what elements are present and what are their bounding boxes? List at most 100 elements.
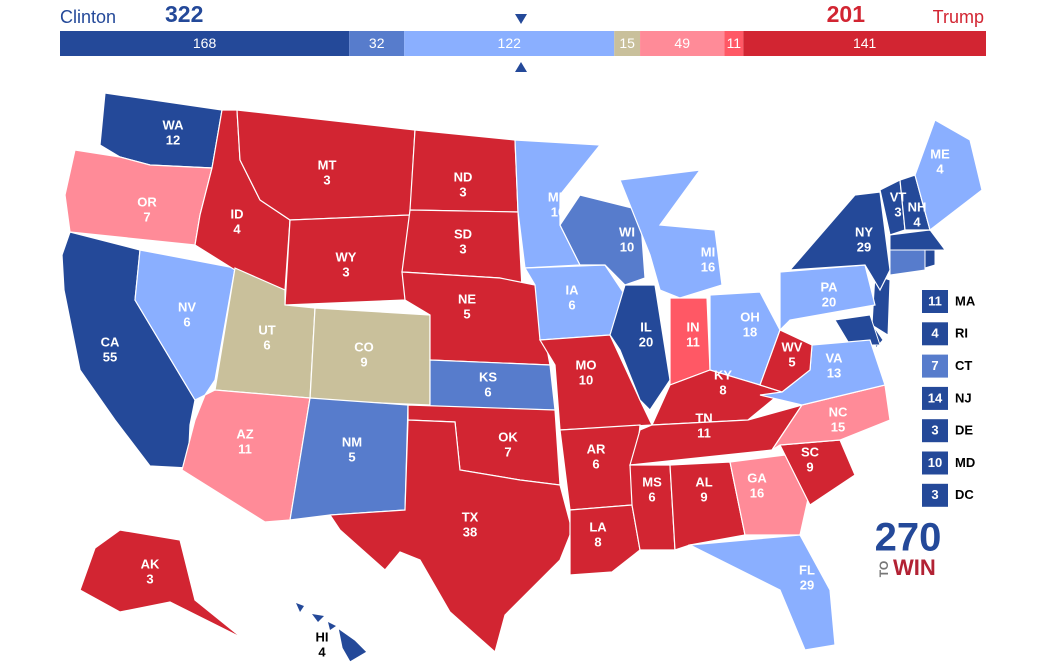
- right-total: 201: [827, 1, 866, 27]
- state-abbr: GA: [747, 470, 767, 485]
- small-state-list: 11 MA 4 RI 7 CT 14 NJ 3 DE 10 MD 3 DC: [922, 290, 976, 507]
- state-ev: 7: [143, 209, 150, 224]
- state-abbr: SC: [801, 444, 820, 459]
- state-ev: 6: [568, 297, 575, 312]
- state-ev: 9: [700, 489, 707, 504]
- state-abbr: NC: [829, 404, 848, 419]
- state-abbr: KS: [479, 369, 497, 384]
- state-abbr: MS: [642, 474, 662, 489]
- state-abbr: OK: [498, 429, 518, 444]
- state-abbr: SD: [454, 226, 472, 241]
- state-ev: 20: [822, 294, 836, 309]
- ev-segment-label: 15: [619, 35, 635, 51]
- state-ev: 8: [594, 534, 601, 549]
- state-abbr: VT: [890, 189, 907, 204]
- island-shape: [296, 603, 304, 612]
- state-shape: [889, 249, 926, 276]
- small-state-ev: 11: [928, 293, 942, 308]
- state-ev: 11: [238, 441, 252, 456]
- state-ev: 18: [743, 324, 757, 339]
- state-shape: [914, 119, 983, 232]
- state-ev: 6: [484, 384, 491, 399]
- state-ev: 3: [459, 184, 466, 199]
- state-ev: 38: [463, 524, 477, 539]
- state-ev: 13: [827, 365, 841, 380]
- state-ev: 6: [263, 337, 270, 352]
- state-abbr: IN: [687, 319, 700, 334]
- state-abbr: MO: [576, 357, 597, 372]
- state-shape: [924, 249, 936, 269]
- state-ev: 6: [592, 456, 599, 471]
- ev-segment-label: 49: [674, 35, 690, 51]
- state-abbr: KY: [714, 367, 732, 382]
- state-abbr: WV: [782, 339, 803, 354]
- state-ev: 10: [579, 372, 593, 387]
- state-ev: 3: [342, 264, 349, 279]
- small-state-ev: 10: [928, 455, 942, 470]
- state-ev: 10: [551, 204, 565, 219]
- ev-segment: [614, 31, 641, 56]
- midpoint-marker: [515, 62, 527, 72]
- ev-bar: 168 32 122 15 49 11 141: [60, 31, 986, 56]
- state-shape: [309, 307, 431, 406]
- state-abbr: IL: [640, 319, 652, 334]
- ev-segment: [404, 31, 615, 56]
- small-state-box: [922, 386, 948, 410]
- small-state-abbr: MA: [955, 293, 976, 308]
- left-candidate: Clinton: [60, 7, 116, 27]
- small-state-box: [922, 419, 948, 443]
- state-shape: [669, 461, 746, 551]
- ev-segment-label: 11: [727, 35, 742, 51]
- ev-segment-label: 168: [193, 35, 217, 51]
- ev-segment-label: 122: [498, 35, 522, 51]
- small-state-ev: 4: [931, 326, 939, 341]
- state-ev: 3: [146, 571, 153, 586]
- logo-win: WIN: [893, 555, 936, 580]
- state-ev: 3: [894, 204, 901, 219]
- state-ev: 11: [686, 334, 700, 349]
- small-state-ev: 3: [931, 487, 938, 502]
- small-state-box: [922, 290, 948, 313]
- state-shape: [337, 626, 368, 663]
- small-state-abbr: DE: [955, 423, 973, 438]
- state-ev: 9: [360, 354, 367, 369]
- state-abbr: NV: [178, 299, 196, 314]
- small-state-box: [922, 483, 948, 507]
- state-shape: [569, 504, 641, 576]
- ev-segment: [60, 31, 350, 56]
- state-abbr: UT: [258, 322, 275, 337]
- state-abbr: WA: [163, 117, 185, 132]
- state-abbr: NE: [458, 291, 476, 306]
- state-ev: 4: [318, 644, 326, 659]
- state-abbr: NY: [855, 224, 873, 239]
- state-abbr: ND: [454, 169, 473, 184]
- ev-segment: [349, 31, 405, 56]
- state-abbr: WY: [336, 249, 357, 264]
- state-abbr: HI: [316, 629, 329, 644]
- small-state-ev: 14: [928, 390, 943, 405]
- state-abbr: WI: [619, 224, 635, 239]
- state-ev: 15: [831, 419, 845, 434]
- state-shape: [429, 359, 556, 411]
- island-shape: [312, 614, 324, 622]
- state-shape: [759, 329, 813, 393]
- state-ev: 3: [459, 241, 466, 256]
- ev-segment: [640, 31, 725, 56]
- state-abbr: AL: [695, 474, 712, 489]
- state-ev: 16: [701, 259, 715, 274]
- state-ev: 10: [620, 239, 634, 254]
- state-ev: 6: [648, 489, 655, 504]
- state-ev: 29: [800, 577, 814, 592]
- state-shape: [328, 419, 573, 654]
- state-abbr: OH: [740, 309, 760, 324]
- midpoint-marker: [515, 14, 527, 24]
- small-state-abbr: NJ: [955, 390, 972, 405]
- small-state-abbr: CT: [955, 358, 972, 373]
- state-ev: 20: [639, 334, 653, 349]
- state-shape: [619, 169, 723, 299]
- small-state-box: [922, 322, 948, 346]
- state-shape: [79, 529, 243, 639]
- small-state-abbr: MD: [955, 455, 975, 470]
